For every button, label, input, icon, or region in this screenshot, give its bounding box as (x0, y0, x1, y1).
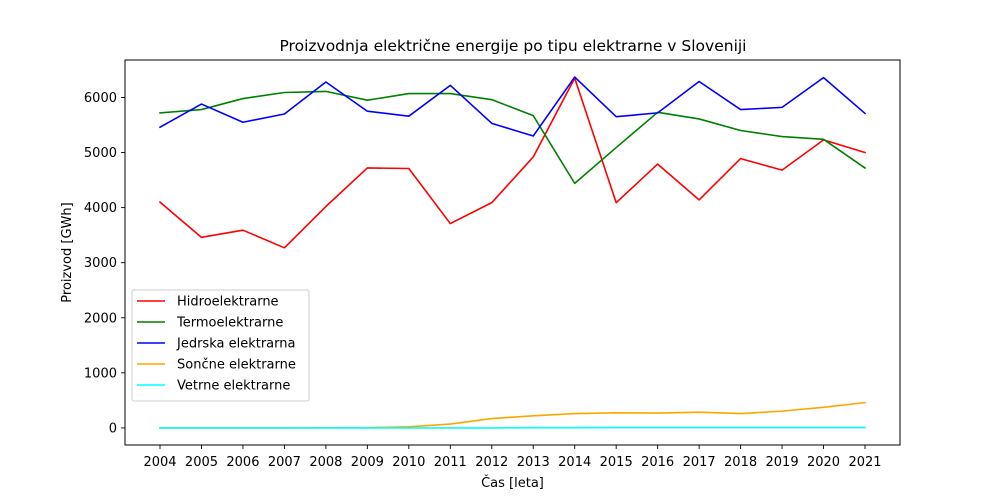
y-tick-label: 4000 (84, 201, 117, 216)
legend: Hidroelektrarne Termoelektrarne Jedrska el… (131, 289, 310, 402)
legend-label-2: Jedrska elektrarna (176, 337, 295, 352)
series-line-0 (158, 77, 866, 249)
series-line-3 (159, 401, 866, 429)
series-line-2 (158, 76, 867, 137)
x-tick-label: 2011 (434, 455, 467, 470)
x-tick-label: 2006 (226, 455, 259, 470)
y-tick-label: 5000 (84, 146, 117, 161)
y-tick-label: 1000 (84, 366, 117, 381)
y-tick-label: 3000 (84, 256, 117, 271)
y-axis: 0 1000 2000 3000 4000 5000 6000 (84, 91, 125, 436)
legend-label-1: Termoelektrarne (176, 316, 283, 331)
x-tick-label: 2021 (848, 455, 881, 470)
x-tick-label: 2009 (351, 455, 384, 470)
x-tick-label: 2020 (807, 455, 840, 470)
x-tick-label: 2005 (185, 455, 218, 470)
x-tick-label: 2007 (268, 455, 301, 470)
x-axis: 2004 2005 2006 2007 2008 2009 2010 2011 2012 2013… (143, 445, 882, 470)
legend-frame (131, 289, 310, 402)
x-tick-label: 2019 (766, 455, 799, 470)
x-tick-label: 2014 (558, 455, 591, 470)
x-tick-label: 2018 (724, 455, 757, 470)
x-tick-label: 2015 (600, 455, 633, 470)
x-tick-label: 2013 (517, 455, 550, 470)
x-tick-label: 2004 (143, 455, 176, 470)
series-line-1 (159, 90, 867, 185)
x-tick-label: 2012 (475, 455, 508, 470)
x-tick-label: 2008 (309, 455, 342, 470)
plot-lines (158, 76, 867, 429)
y-tick-label: 6000 (84, 91, 117, 106)
x-tick-label: 2017 (683, 455, 716, 470)
legend-label-0: Hidroelektrarne (177, 295, 279, 310)
legend-label-3: Sončne elektrarne (177, 358, 296, 373)
y-tick-label: 0 (109, 421, 117, 436)
plot-frame (124, 59, 901, 446)
legend-label-4: Vetrne elektrarne (177, 379, 290, 394)
x-axis-title: Čas [leta] (481, 475, 544, 491)
y-axis-title: Proizvod [GWh] (60, 202, 75, 302)
x-tick-label: 2010 (392, 455, 425, 470)
y-tick-label: 2000 (84, 311, 117, 326)
chart-title: Proizvodnja električne energije po tipu … (279, 37, 746, 55)
x-tick-label: 2016 (641, 455, 674, 470)
